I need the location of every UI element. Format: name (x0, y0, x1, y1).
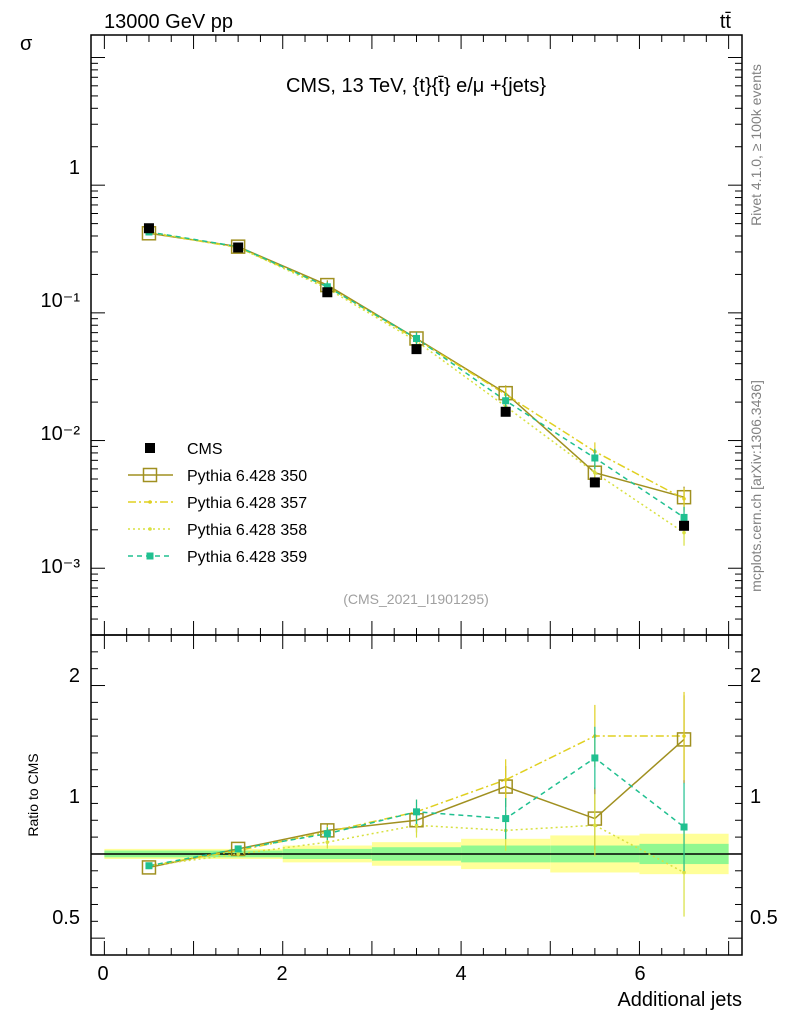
main-point-p359-5 (591, 454, 599, 462)
legend-marker-p358 (148, 527, 152, 531)
x-tick-label-2: 2 (276, 963, 287, 985)
rivet-label: Rivet 4.1.0, ≥ 100k events (748, 64, 764, 226)
main-y-tick-labels: 1 10⁻¹ 10⁻² 10⁻³ (41, 157, 81, 578)
main-point-p359-4 (502, 397, 510, 405)
legend-label-cms: CMS (187, 441, 223, 458)
main-point-p359-2 (323, 283, 331, 291)
main-point-cms-5 (589, 477, 600, 488)
ratio-y-axis-label: Ratio to CMS (25, 753, 41, 836)
ratio-point-p359-4 (502, 815, 510, 823)
ratio-y-tick-labels: 0.5 1 2 0.5 1 2 (52, 665, 778, 929)
y-tick-label-1e-2: 10⁻² (41, 423, 81, 445)
header-left-label: 13000 GeV pp (104, 11, 233, 33)
main-point-cms-3 (411, 344, 422, 355)
main-line-p357 (148, 231, 685, 500)
main-point-p359-3 (413, 334, 420, 342)
x-axis-label: Additional jets (617, 989, 742, 1011)
ratio-tick-label-0.5-left: 0.5 (52, 907, 80, 929)
main-point-p358-5 (593, 470, 597, 475)
ratio-point-p358-1 (236, 852, 240, 856)
ratio-point-p350-0 (141, 860, 157, 875)
x-tick-label-6: 6 (634, 963, 645, 985)
main-point-cms-2 (322, 287, 333, 298)
y-axis-label-sigma: σ (20, 33, 33, 55)
ratio-point-p359-6 (680, 823, 688, 831)
ratio-point-p359-2 (323, 830, 331, 838)
legend-marker-p359 (146, 552, 154, 560)
legend (128, 443, 173, 560)
ratio-frame (90, 634, 743, 956)
main-point-cms-6 (679, 520, 690, 531)
main-line-p350 (148, 232, 685, 498)
main-point-cms-1 (233, 242, 244, 253)
legend-marker-cms (145, 443, 155, 453)
axis-ticks (91, 35, 742, 955)
y-tick-label-1e-3: 10⁻³ (41, 556, 81, 578)
x-tick-labels: 0 2 4 6 (97, 963, 645, 985)
main-line-p358 (148, 231, 685, 534)
legend-label-p359: Pythia 6.428 359 (187, 549, 307, 566)
main-series-lines (148, 231, 685, 534)
chart-title: CMS, 13 TeV, {t}{t̄} e/μ +{jets} (286, 75, 546, 97)
x-tick-label-4: 4 (455, 963, 466, 985)
main-point-cms-4 (500, 406, 511, 417)
ratio-point-p359-3 (413, 808, 420, 816)
legend-label-p358: Pythia 6.428 358 (187, 522, 307, 539)
legend-marker-p350 (142, 467, 158, 483)
ratio-point-p359-5 (591, 754, 599, 762)
legend-marker-p357 (148, 500, 152, 504)
ratio-tick-label-2-right: 2 (750, 665, 761, 687)
x-tick-label-0: 0 (97, 963, 108, 985)
ratio-point-p359-0 (145, 862, 153, 870)
ratio-point-p357-4 (503, 778, 508, 782)
main-point-p350-1 (230, 239, 246, 254)
ratio-point-p358-5 (593, 823, 597, 828)
ratio-point-p358-2 (325, 840, 330, 844)
legend-label-p350: Pythia 6.428 350 (187, 468, 307, 485)
ratio-point-p359-1 (234, 845, 242, 853)
y-tick-label-1: 1 (69, 157, 80, 179)
ratio-point-p358-3 (414, 823, 419, 828)
analysis-tag: (CMS_2021_I1901295) (343, 591, 489, 607)
ratio-series-markers (141, 691, 692, 917)
main-point-p359-6 (680, 513, 688, 521)
main-point-cms-0 (143, 223, 154, 234)
legend-labels: CMS Pythia 6.428 350 Pythia 6.428 357 Py… (187, 441, 307, 566)
main-series-markers (141, 223, 692, 546)
ratio-point-p358-6 (682, 870, 686, 875)
main-point-p358-6 (682, 530, 686, 535)
legend-label-p357: Pythia 6.428 357 (187, 495, 307, 512)
ratio-uncertainty-bands (91, 833, 742, 875)
ratio-tick-label-2-left: 2 (69, 665, 80, 687)
ratio-tick-label-0.5-right: 0.5 (750, 907, 778, 929)
main-point-p357-6 (682, 496, 686, 501)
ratio-tick-label-1-right: 1 (750, 786, 761, 808)
header-right-label: tt̄ (720, 11, 732, 33)
y-tick-label-1e-1: 10⁻¹ (41, 290, 81, 312)
ratio-point-p357-6 (682, 734, 686, 738)
ratio-tick-label-1-left: 1 (69, 786, 80, 808)
mcplots-label: mcplots.cern.ch [arXiv:1306.3436] (748, 380, 764, 592)
